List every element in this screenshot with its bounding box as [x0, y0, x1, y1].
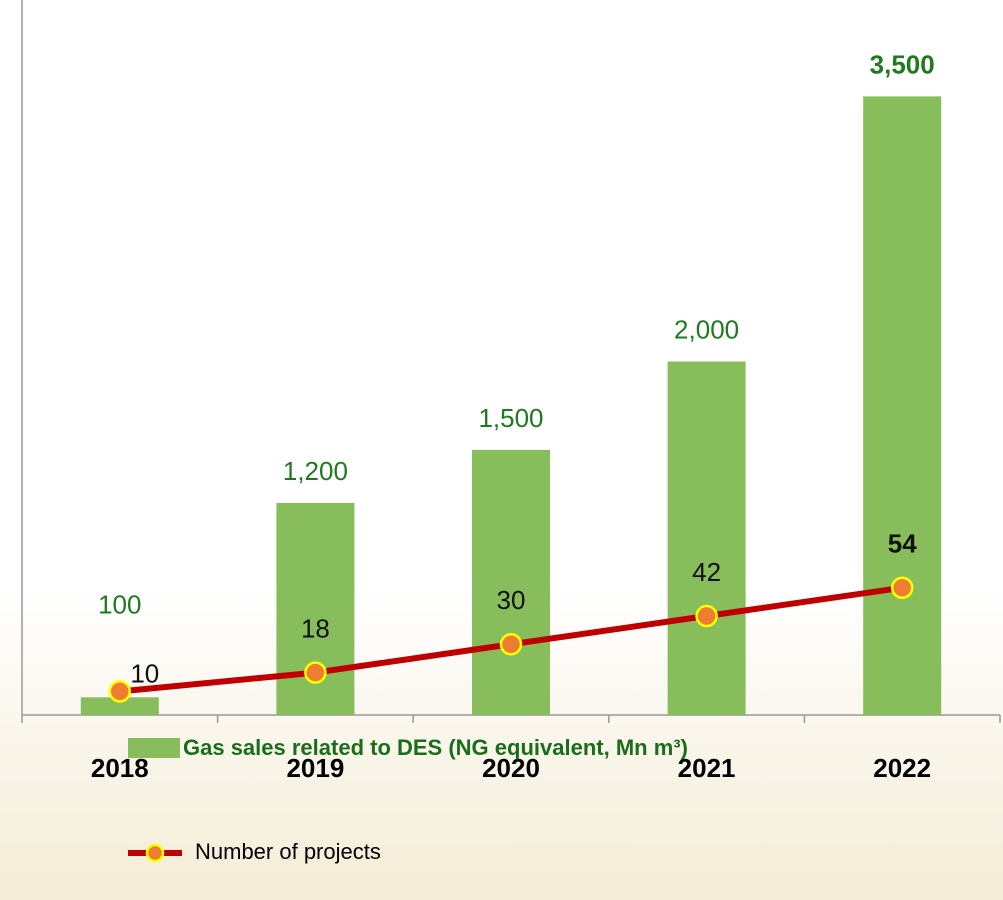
line-value-label: 30: [497, 585, 526, 615]
bar-value-label: 100: [98, 589, 141, 619]
marker: [304, 661, 327, 684]
bar: [80, 697, 159, 715]
legend-swatch-marker: [145, 843, 165, 863]
x-tick-label: 2022: [873, 753, 931, 783]
bar-value-label: 1,500: [478, 403, 543, 433]
x-tick-label: 2021: [678, 753, 736, 783]
line-value-label: 18: [301, 613, 330, 643]
marker: [108, 680, 132, 703]
marker: [499, 633, 523, 656]
line-value-label: 42: [692, 557, 721, 587]
legend-label: Number of projects: [195, 839, 381, 864]
line-value-label: 10: [130, 658, 159, 688]
x-tick-label: 2020: [482, 753, 540, 783]
bar: [863, 96, 942, 715]
bar-value-label: 2,000: [674, 314, 739, 344]
line-value-label: 54: [888, 529, 917, 559]
legend-swatch-bar: [128, 738, 180, 758]
legend-label: Gas sales related to DES (NG equivalent,…: [183, 735, 688, 760]
bar: [667, 361, 746, 715]
bar: [472, 449, 550, 715]
bar-value-label: 1,200: [283, 456, 348, 486]
marker: [890, 576, 914, 599]
bar-value-label: 3,500: [870, 49, 935, 79]
x-tick-label: 2019: [286, 753, 344, 783]
marker: [695, 604, 718, 628]
